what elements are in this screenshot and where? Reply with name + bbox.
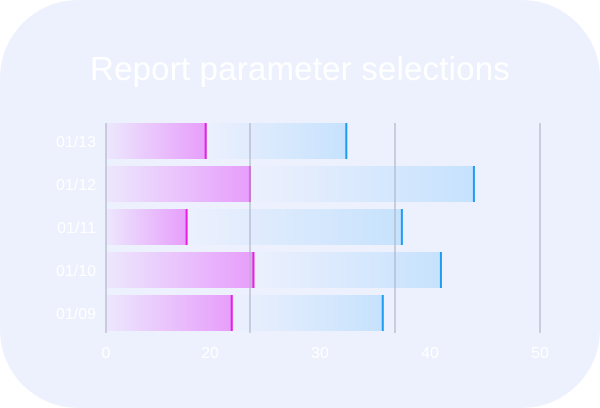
bar-segment-series1 (106, 252, 255, 288)
x-tick-label: 50 (531, 345, 549, 362)
bar-end-marker-series2 (439, 252, 442, 288)
bar-end-marker-series1 (230, 295, 233, 331)
x-axis-labels: 0 20 30 40 50 (102, 345, 549, 362)
y-tick-label: 01/11 (57, 220, 96, 237)
bar-end-marker-series2 (400, 209, 403, 245)
bar-end-marker-series1 (252, 252, 255, 288)
bar-segment-series1 (106, 295, 233, 331)
bar-segment-series2 (206, 123, 348, 159)
bar-end-marker-series1 (204, 123, 207, 159)
chart-title: Report parameter selections (90, 50, 510, 87)
y-axis-labels: 01/13 01/12 01/11 01/10 01/09 (56, 134, 96, 323)
bars-layer (106, 123, 475, 331)
x-tick-label: 40 (421, 345, 439, 362)
y-tick-label: 01/09 (56, 306, 96, 323)
bar-end-marker-series2 (472, 166, 475, 202)
x-tick-label: 0 (102, 345, 111, 362)
y-tick-label: 01/10 (56, 263, 96, 280)
bar-segment-series1 (106, 209, 188, 245)
y-tick-label: 01/12 (56, 177, 96, 194)
bar-end-marker-series1 (185, 209, 188, 245)
bar-segment-series2 (187, 209, 403, 245)
bar-end-marker-series2 (345, 123, 348, 159)
y-tick-label: 01/13 (56, 134, 96, 151)
bar-segment-series2 (232, 295, 384, 331)
x-tick-label: 30 (311, 345, 329, 362)
bar-segment-series2 (250, 166, 475, 202)
bar-segment-series1 (106, 123, 207, 159)
grid-layer (105, 123, 541, 333)
bar-segment-series2 (254, 252, 442, 288)
bar-segment-series1 (106, 166, 251, 202)
x-tick-label: 20 (201, 345, 219, 362)
bar-end-marker-series2 (381, 295, 384, 331)
